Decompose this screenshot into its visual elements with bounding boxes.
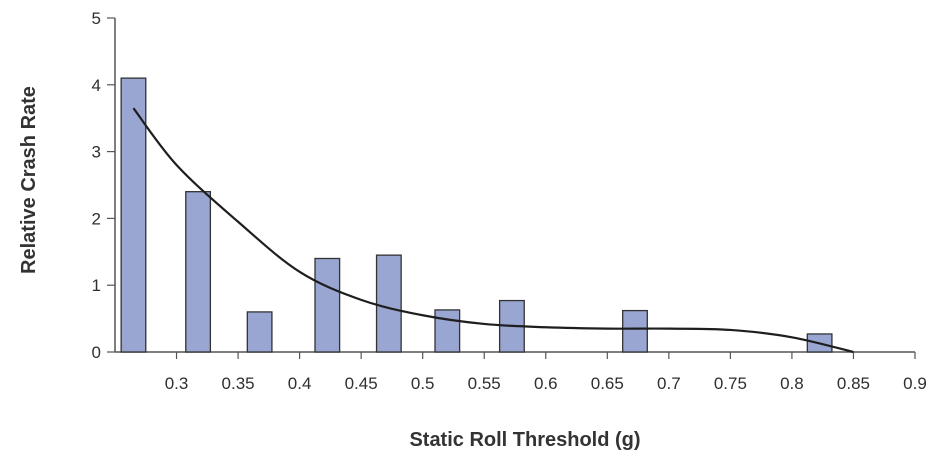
trend-line xyxy=(132,107,854,354)
x-tick-label: 0.5 xyxy=(411,374,435,393)
x-tick-label: 0.55 xyxy=(468,374,501,393)
bar xyxy=(375,254,402,353)
y-tick-label: 3 xyxy=(92,143,101,162)
bar xyxy=(622,309,648,353)
x-ticks: 0.3 0.35 0.4 0.45 0.5 0.55 0.6 0.65 0.7 0.75 0.8 0.… xyxy=(165,352,927,393)
bar xyxy=(120,77,147,353)
y-tick-label: 2 xyxy=(92,209,101,228)
x-tick-label: 0.3 xyxy=(165,374,189,393)
y-axis-title: Relative Crash Rate xyxy=(18,86,40,274)
y-tick-label: 5 xyxy=(92,9,101,28)
bar xyxy=(185,191,212,353)
bar xyxy=(434,309,461,353)
bar xyxy=(246,311,273,353)
bars xyxy=(120,77,833,353)
y-tick-label: 4 xyxy=(92,76,101,95)
x-tick-label: 0.9 xyxy=(903,374,927,393)
x-tick-label: 0.4 xyxy=(288,374,312,393)
x-tick-label: 0.85 xyxy=(837,374,870,393)
x-tick-label: 0.7 xyxy=(657,374,681,393)
y-tick-label: 0 xyxy=(92,343,101,362)
x-tick-label: 0.45 xyxy=(345,374,378,393)
x-axis-title: Static Roll Threshold (g) xyxy=(409,429,640,451)
y-tick-label: 1 xyxy=(92,276,101,295)
x-tick-label: 0.6 xyxy=(534,374,558,393)
x-tick-label: 0.65 xyxy=(591,374,624,393)
x-tick-label: 0.75 xyxy=(714,374,747,393)
x-tick-label: 0.35 xyxy=(222,374,255,393)
y-ticks: 0 1 2 3 4 5 xyxy=(92,9,115,362)
x-tick-label: 0.8 xyxy=(780,374,804,393)
bar xyxy=(314,257,341,353)
